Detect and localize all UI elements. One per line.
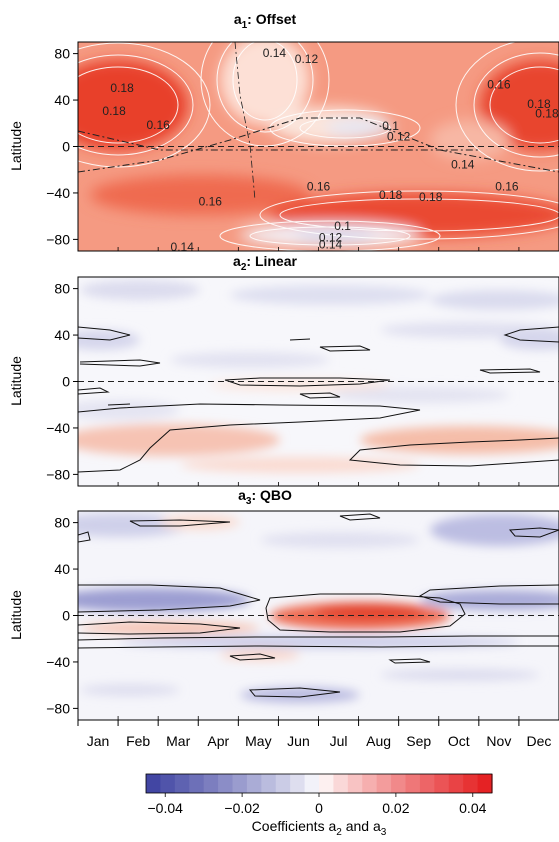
x-tick-label: Apr bbox=[207, 733, 229, 749]
x-tick-label: Dec bbox=[527, 733, 552, 749]
colorbar-tick-label: −0.04 bbox=[148, 800, 184, 816]
y-tick-label: −80 bbox=[46, 466, 70, 482]
contour-label: 0.18 bbox=[102, 104, 126, 118]
colorbar-swatch bbox=[449, 774, 464, 793]
colorbar-swatch bbox=[319, 774, 334, 793]
contour-label: 0.18 bbox=[419, 190, 443, 204]
x-tick-label: May bbox=[245, 733, 271, 749]
panel-qbo-x-axis: Jan Feb Mar Apr May Jun Jul Aug Sep Oct Nov Dec bbox=[78, 720, 551, 749]
y-tick-label: 40 bbox=[54, 561, 70, 577]
colorbar-swatch bbox=[247, 774, 262, 793]
colorbar-swatch bbox=[189, 774, 204, 793]
panel-linear-y-label: Latitude bbox=[8, 356, 24, 406]
contour-label: 0.14 bbox=[171, 240, 195, 254]
contour-label: 0.18 bbox=[535, 106, 559, 120]
colorbar-ticks: −0.04 −0.02 0 0.02 0.04 bbox=[148, 793, 487, 816]
panel-offset-y-label: Latitude bbox=[8, 121, 24, 171]
x-tick-label: Oct bbox=[448, 733, 470, 749]
x-tick-label: Jan bbox=[87, 733, 110, 749]
panel-offset: a1: Offset bbox=[8, 11, 559, 254]
contour-label: 0.16 bbox=[199, 195, 223, 209]
y-tick-label: −40 bbox=[46, 185, 70, 201]
y-tick-label: −80 bbox=[46, 231, 70, 247]
colorbar-tick-label: −0.02 bbox=[224, 800, 260, 816]
colorbar-swatch bbox=[333, 774, 348, 793]
x-tick-label: Nov bbox=[486, 733, 511, 749]
y-tick-label: 80 bbox=[54, 515, 70, 531]
colorbar-swatch bbox=[305, 774, 320, 793]
y-tick-label: −40 bbox=[46, 420, 70, 436]
colorbar-swatch bbox=[146, 774, 161, 793]
colorbar-swatches bbox=[146, 774, 493, 793]
y-tick-label: 40 bbox=[54, 92, 70, 108]
contour-label: 0.16 bbox=[146, 118, 170, 132]
contour-label: 0.16 bbox=[487, 77, 511, 91]
y-tick-label: 80 bbox=[54, 281, 70, 297]
colorbar: −0.04 −0.02 0 0.02 0.04 Coefficients a2 and … bbox=[146, 774, 493, 838]
y-tick-label: 80 bbox=[54, 46, 70, 62]
x-tick-label: Sep bbox=[406, 733, 431, 749]
y-tick-label: 0 bbox=[62, 374, 70, 390]
colorbar-swatch bbox=[362, 774, 377, 793]
panel-qbo-field bbox=[50, 511, 559, 720]
contour-label: 0.12 bbox=[295, 52, 319, 66]
colorbar-swatch bbox=[276, 774, 291, 793]
colorbar-tick-label: 0.04 bbox=[459, 800, 486, 816]
contour-label: 0.14 bbox=[319, 238, 343, 252]
panel-qbo-title: a3: QBO bbox=[238, 487, 292, 507]
colorbar-swatch bbox=[406, 774, 421, 793]
colorbar-swatch bbox=[377, 774, 392, 793]
contour-label: 0.12 bbox=[387, 130, 411, 144]
colorbar-swatch bbox=[434, 774, 449, 793]
y-tick-label: 40 bbox=[54, 327, 70, 343]
contour-label: 0.18 bbox=[379, 188, 403, 202]
panel-linear: a2: Linear bbox=[8, 253, 559, 486]
colorbar-swatch bbox=[478, 774, 493, 793]
colorbar-swatch bbox=[218, 774, 233, 793]
x-tick-label: Jun bbox=[287, 733, 310, 749]
contour-label: 0.16 bbox=[495, 180, 519, 194]
contour-label: 0.16 bbox=[307, 180, 331, 194]
x-tick-label: Jul bbox=[330, 733, 348, 749]
panel-offset-title: a1: Offset bbox=[234, 11, 297, 31]
colorbar-swatch bbox=[204, 774, 219, 793]
colorbar-swatch bbox=[160, 774, 175, 793]
colorbar-tick-label: 0 bbox=[315, 800, 323, 816]
colorbar-swatch bbox=[420, 774, 435, 793]
colorbar-swatch bbox=[348, 774, 363, 793]
colorbar-label: Coefficients a2 and a3 bbox=[252, 818, 387, 838]
x-tick-label: Feb bbox=[126, 733, 150, 749]
colorbar-tick-label: 0.02 bbox=[382, 800, 409, 816]
y-tick-label: −80 bbox=[46, 700, 70, 716]
colorbar-swatch bbox=[290, 774, 305, 793]
contour-label: 0.14 bbox=[263, 46, 287, 60]
y-tick-label: 0 bbox=[62, 608, 70, 624]
panel-linear-field bbox=[60, 277, 559, 486]
panel-qbo: a3: QBO bbox=[8, 487, 559, 749]
x-tick-label: Aug bbox=[366, 733, 391, 749]
y-tick-label: −40 bbox=[46, 654, 70, 670]
panel-linear-title: a2: Linear bbox=[233, 253, 297, 273]
colorbar-swatch bbox=[261, 774, 276, 793]
panel-qbo-y-label: Latitude bbox=[8, 590, 24, 640]
colorbar-swatch bbox=[463, 774, 478, 793]
colorbar-swatch bbox=[175, 774, 190, 793]
colorbar-swatch bbox=[391, 774, 406, 793]
panel-offset-field: 0.180.180.160.14 0.120.160.180.180.10.120… bbox=[26, 14, 559, 254]
contour-label: 0.18 bbox=[110, 81, 134, 95]
colorbar-swatch bbox=[233, 774, 248, 793]
x-tick-label: Mar bbox=[166, 733, 190, 749]
contour-label: 0.14 bbox=[451, 158, 475, 172]
y-tick-label: 0 bbox=[62, 139, 70, 155]
